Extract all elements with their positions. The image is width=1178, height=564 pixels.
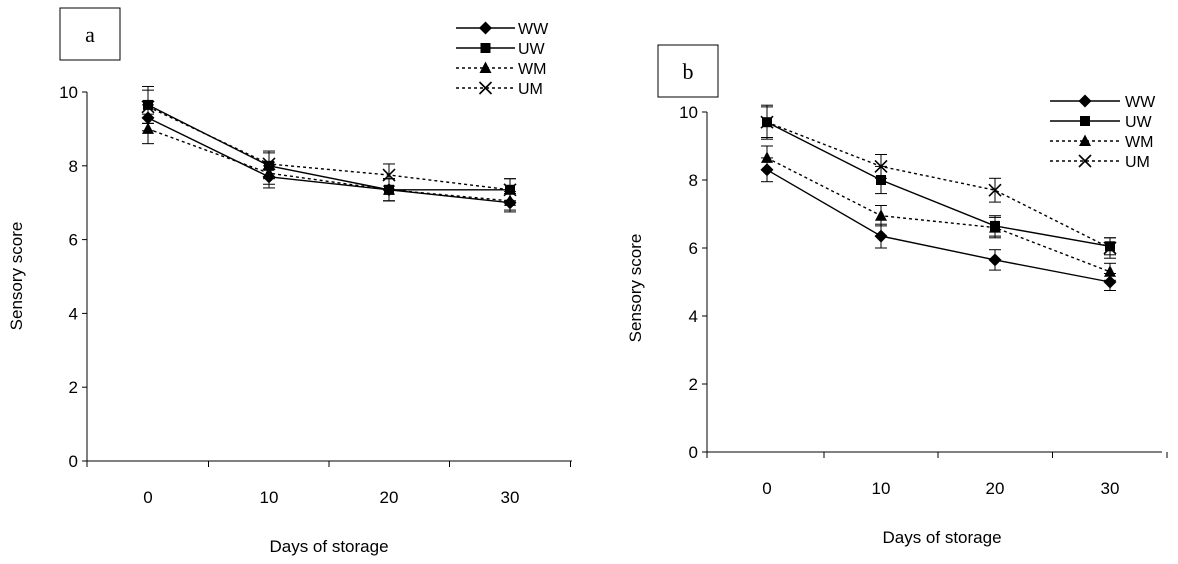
data-point-ww	[1103, 275, 1117, 289]
data-point-wm	[383, 183, 395, 195]
series-line-wm	[766, 157, 1111, 273]
series-line-um	[766, 121, 1111, 249]
y-axis-title: Sensory score	[626, 234, 645, 343]
legend-marker-stroke-2	[1078, 154, 1092, 168]
legend-entry-uw: UW	[1050, 114, 1153, 131]
data-point-wm	[1104, 265, 1116, 277]
x-tick-label: 20	[986, 479, 1005, 498]
legend-label: WM	[1125, 134, 1153, 151]
y-tick-label: 10	[679, 103, 698, 122]
legend-marker	[479, 61, 492, 73]
legend-entry-uw: UW	[456, 41, 546, 58]
series-line-um	[147, 106, 511, 191]
data-point-um-stroke-2	[760, 115, 774, 129]
legend-label: WM	[518, 61, 546, 78]
legend-marker	[479, 21, 492, 35]
data-point-um	[874, 159, 888, 173]
y-tick-label: 8	[689, 171, 698, 190]
legend-marker	[1078, 154, 1092, 168]
data-point-um	[1103, 241, 1117, 255]
legend-label: UM	[518, 81, 543, 98]
series-wm	[142, 113, 516, 211]
x-tick-label: 10	[872, 479, 891, 498]
legend-marker	[1079, 134, 1091, 146]
legend-label: UW	[518, 41, 546, 58]
legend-entry-um: UM	[1050, 154, 1150, 171]
legend-label: UM	[1125, 154, 1150, 171]
data-point-uw	[876, 175, 886, 185]
legend-marker	[480, 43, 491, 53]
y-tick-label: 6	[69, 231, 78, 250]
panel-label-box	[59, 7, 121, 61]
data-point-um	[988, 183, 1002, 197]
y-tick-label: 0	[689, 443, 698, 462]
data-point-um	[262, 157, 276, 171]
data-point-um	[141, 100, 155, 114]
legend-label: WW	[518, 21, 549, 38]
x-tick-label: 0	[762, 479, 771, 498]
x-axis-title: Days of storage	[269, 537, 388, 556]
data-point-ww	[988, 253, 1002, 267]
x-tick-label: 10	[260, 488, 279, 507]
data-point-wm	[142, 122, 154, 134]
x-axis-title: Days of storage	[882, 528, 1001, 547]
data-point-wm	[761, 151, 773, 163]
y-tick-label: 2	[689, 375, 698, 394]
data-point-um-stroke-2	[382, 168, 396, 182]
legend-entry-um: UM	[456, 81, 543, 98]
chart-panel-b: 0 2 4 6 8 10 0 10 20 30 Sensory score Days of stora…	[626, 44, 1168, 547]
data-point-um	[760, 115, 774, 129]
data-point-um-stroke-2	[874, 159, 888, 173]
legend-label: UW	[1125, 114, 1153, 131]
series-line-ww	[147, 117, 511, 204]
data-point-um-stroke-2	[141, 100, 155, 114]
data-point-um-stroke-2	[988, 183, 1002, 197]
legend-entry-ww: WW	[456, 21, 549, 38]
y-tick-label: 6	[689, 239, 698, 258]
x-tick-label: 30	[501, 488, 520, 507]
series-um	[760, 106, 1117, 259]
legend-entry-wm: WM	[456, 61, 546, 78]
series-line-uw	[766, 121, 1111, 247]
x-tick-label: 0	[143, 488, 152, 507]
data-point-um-stroke-2	[1103, 241, 1117, 255]
chart-panel-a: 0 2 4 6 8 10 0 10 20 30 Sensory score Days of stora…	[7, 7, 572, 556]
panel-label: b	[683, 59, 694, 84]
y-axis-title: Sensory score	[7, 222, 26, 331]
series-uw	[761, 104, 1116, 256]
data-point-um	[382, 168, 396, 182]
data-point-wm	[875, 209, 887, 221]
panel-label-box	[657, 44, 719, 98]
series-line-ww	[766, 169, 1111, 283]
y-tick-label: 2	[69, 378, 78, 397]
data-point-um-stroke-2	[262, 157, 276, 171]
legend-label: WW	[1125, 94, 1156, 111]
series-um	[141, 89, 517, 202]
data-point-ww	[874, 229, 888, 243]
y-tick-label: 4	[689, 307, 698, 326]
legend-marker	[478, 81, 493, 95]
x-tick-label: 20	[380, 488, 399, 507]
data-point-um	[503, 183, 517, 197]
series-wm	[761, 145, 1116, 281]
y-tick-label: 8	[69, 157, 78, 176]
series-ww	[141, 104, 517, 213]
legend-entry-ww: WW	[1050, 94, 1156, 111]
panel-label: a	[85, 22, 95, 47]
data-point-um-stroke-2	[503, 183, 517, 197]
legend-marker-stroke-2	[478, 81, 493, 95]
y-tick-label: 0	[69, 452, 78, 471]
legend-marker	[1080, 116, 1090, 126]
series-line-uw	[147, 104, 510, 191]
legend-entry-wm: WM	[1050, 134, 1153, 151]
data-point-wm	[989, 221, 1001, 233]
y-tick-label: 10	[59, 83, 78, 102]
y-tick-label: 4	[69, 304, 78, 323]
x-tick-label: 30	[1101, 479, 1120, 498]
legend-marker	[1078, 94, 1092, 108]
